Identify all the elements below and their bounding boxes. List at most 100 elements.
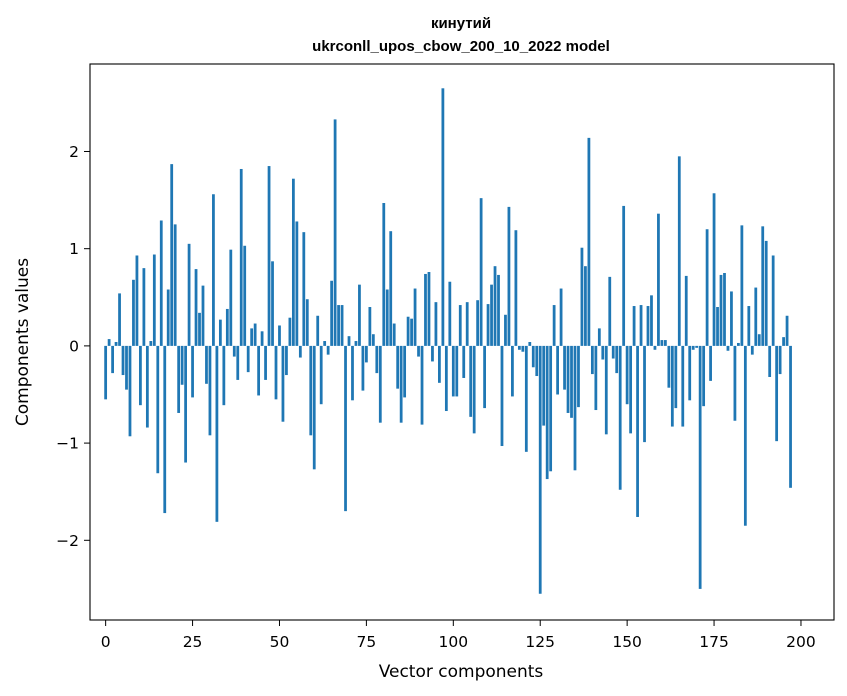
- bar: [378, 345, 382, 423]
- bar: [152, 254, 156, 346]
- bar: [521, 345, 525, 352]
- bar: [424, 273, 427, 346]
- bar: [417, 345, 420, 357]
- bar: [698, 345, 702, 589]
- bar: [674, 345, 678, 409]
- x-tick-label: 200: [786, 633, 816, 651]
- bar: [469, 345, 473, 417]
- bar: [643, 345, 646, 443]
- bar: [622, 205, 626, 346]
- bar: [316, 315, 320, 346]
- bar: [580, 247, 584, 346]
- x-tick-label: 25: [183, 633, 203, 651]
- bar: [114, 342, 118, 346]
- bar: [361, 345, 365, 391]
- bar: [212, 194, 215, 346]
- bar: [264, 345, 267, 380]
- bar: [462, 345, 466, 378]
- bar: [608, 276, 612, 346]
- bar: [695, 345, 699, 348]
- bar: [615, 345, 619, 374]
- bar: [458, 305, 462, 346]
- bar: [785, 315, 789, 346]
- y-tick-label: 0: [69, 337, 79, 355]
- bar: [326, 345, 330, 355]
- bar: [125, 345, 128, 390]
- bar: [511, 345, 514, 397]
- bar: [257, 345, 261, 396]
- bar: [288, 317, 292, 346]
- bar: [761, 226, 765, 346]
- bar: [291, 178, 295, 346]
- bar: [677, 156, 681, 346]
- bar: [705, 229, 709, 346]
- bar: [504, 314, 507, 346]
- bar: [111, 345, 114, 374]
- y-tick-label: −2: [56, 532, 79, 550]
- bar: [354, 341, 358, 346]
- bar: [139, 345, 142, 406]
- bar: [166, 289, 170, 346]
- bar: [740, 225, 744, 346]
- bar: [205, 345, 208, 384]
- bar: [556, 345, 559, 395]
- bar: [319, 345, 323, 405]
- bar: [371, 334, 375, 346]
- bar: [709, 345, 712, 381]
- bar: [163, 345, 167, 514]
- bar: [531, 345, 535, 368]
- bar: [663, 340, 667, 346]
- bar: [104, 345, 108, 400]
- bar: [365, 345, 368, 363]
- bar: [309, 345, 313, 436]
- bar: [121, 345, 125, 376]
- bar: [295, 221, 299, 346]
- bar: [639, 305, 643, 346]
- bar: [552, 305, 556, 346]
- bar: [632, 306, 636, 346]
- bar: [778, 345, 782, 375]
- bar: [323, 341, 327, 346]
- bar: [298, 345, 302, 358]
- bar: [618, 345, 622, 490]
- x-tick-label: 50: [270, 633, 290, 651]
- bar: [278, 325, 281, 346]
- bar: [500, 345, 504, 447]
- bar: [229, 249, 233, 346]
- bar: [420, 345, 424, 425]
- x-tick-label: 175: [699, 633, 729, 651]
- bar: [559, 288, 563, 346]
- bar: [712, 193, 716, 346]
- bar: [274, 345, 278, 400]
- bar: [636, 345, 639, 517]
- bar: [347, 336, 351, 346]
- bar: [472, 345, 476, 434]
- bar: [128, 345, 132, 437]
- bar: [156, 345, 160, 474]
- bar: [191, 345, 194, 398]
- bar: [145, 345, 149, 428]
- bar: [629, 345, 633, 434]
- bar: [444, 345, 448, 412]
- bar: [368, 307, 372, 346]
- bar: [754, 287, 758, 346]
- bar: [222, 345, 226, 406]
- bar: [455, 345, 459, 397]
- bar: [337, 305, 340, 346]
- bar: [507, 206, 511, 346]
- bar: [730, 291, 733, 346]
- bar: [479, 198, 483, 346]
- bar: [681, 345, 685, 427]
- bar: [549, 345, 553, 472]
- bar: [723, 272, 726, 346]
- bar: [524, 345, 528, 452]
- bar: [333, 119, 337, 346]
- bar: [737, 342, 740, 346]
- bar: [590, 345, 594, 375]
- chart-subtitle: ukrconll_upos_cbow_200_10_2022 model: [312, 38, 610, 55]
- bar: [716, 307, 719, 346]
- y-tick-label: −1: [56, 435, 79, 453]
- bar: [177, 345, 181, 413]
- x-tick-label: 150: [612, 633, 642, 651]
- bar: [431, 345, 434, 362]
